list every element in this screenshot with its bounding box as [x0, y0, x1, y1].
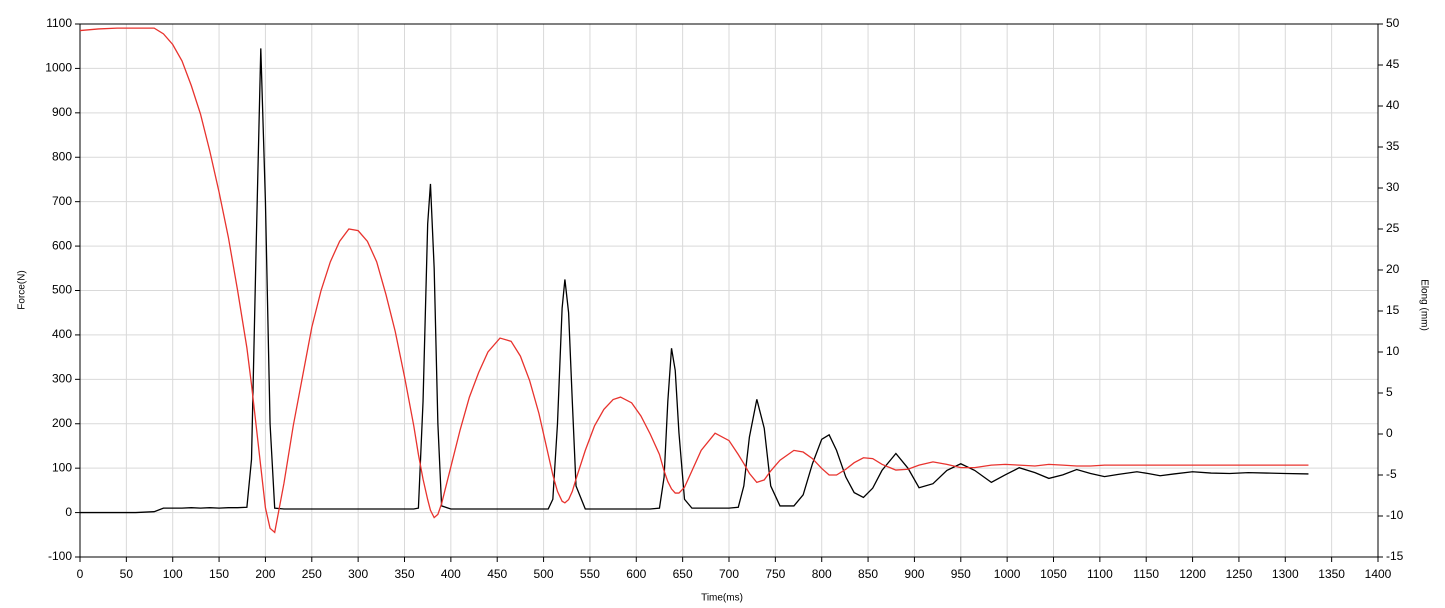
y2-tick-label: 25	[1386, 221, 1400, 235]
y-tick-label: 100	[52, 460, 72, 474]
x-tick-label: 450	[487, 567, 507, 581]
y-tick-label: -100	[48, 549, 72, 563]
x-tick-label: 550	[580, 567, 600, 581]
y-tick-label: 1000	[45, 61, 72, 75]
y2-axis-label: Elong (mm)	[1418, 279, 1429, 331]
y2-tick-label: 15	[1386, 303, 1400, 317]
y2-tick-label: 10	[1386, 344, 1400, 358]
y2-tick-label: -15	[1386, 549, 1404, 563]
x-tick-label: 1000	[994, 567, 1021, 581]
x-tick-label: 850	[858, 567, 878, 581]
y-tick-label: 300	[52, 372, 72, 386]
x-tick-label: 250	[302, 567, 322, 581]
y-tick-label: 600	[52, 238, 72, 252]
x-tick-label: 300	[348, 567, 368, 581]
y2-tick-label: 45	[1386, 57, 1400, 71]
x-tick-label: 400	[441, 567, 461, 581]
x-tick-label: 800	[812, 567, 832, 581]
y-axis-label: Force(N)	[17, 270, 28, 309]
y2-tick-label: 5	[1386, 385, 1393, 399]
x-tick-label: 1400	[1365, 567, 1392, 581]
y-tick-label: 400	[52, 327, 72, 341]
y2-tick-label: -5	[1386, 467, 1397, 481]
x-tick-label: 1050	[1040, 567, 1067, 581]
x-tick-label: 750	[765, 567, 785, 581]
x-tick-label: 1250	[1226, 567, 1253, 581]
data-line	[79, 27, 1309, 534]
y-tick-label: 500	[52, 283, 72, 297]
y2-tick-label: 30	[1386, 180, 1400, 194]
y-tick-label: 700	[52, 194, 72, 208]
y2-tick-label: 0	[1386, 426, 1393, 440]
x-tick-label: 1100	[1087, 567, 1113, 581]
x-axis-label: Time(ms)	[701, 593, 743, 604]
y-tick-label: 1100	[46, 16, 72, 30]
y-tick-label: 200	[52, 416, 72, 430]
y2-tick-label: 20	[1386, 262, 1400, 276]
x-tick-label: 0	[77, 567, 84, 581]
x-tick-label: 100	[163, 567, 183, 581]
y-tick-label: 800	[52, 149, 72, 163]
x-tick-label: 50	[120, 567, 134, 581]
data-line	[80, 48, 1309, 514]
x-tick-label: 350	[394, 567, 414, 581]
y-tick-label: 0	[65, 505, 72, 519]
plot-frame	[79, 23, 1379, 558]
x-tick-label: 500	[534, 567, 554, 581]
y2-tick-label: 50	[1386, 16, 1400, 30]
x-tick-label: 950	[951, 567, 971, 581]
y2-tick-label: 40	[1386, 98, 1400, 112]
x-tick-label: 1350	[1318, 567, 1345, 581]
x-tick-label: 700	[719, 567, 739, 581]
x-tick-label: 650	[673, 567, 693, 581]
x-tick-label: 900	[904, 567, 924, 581]
x-tick-label: 1300	[1272, 567, 1299, 581]
y2-tick-label: 35	[1386, 139, 1400, 153]
y-tick-label: 900	[52, 105, 72, 119]
x-tick-label: 150	[209, 567, 229, 581]
x-tick-label: 200	[255, 567, 275, 581]
x-tick-label: 1200	[1179, 567, 1206, 581]
x-tick-label: 600	[626, 567, 646, 581]
y2-tick-label: -10	[1386, 508, 1404, 522]
x-tick-label: 1150	[1133, 567, 1159, 581]
